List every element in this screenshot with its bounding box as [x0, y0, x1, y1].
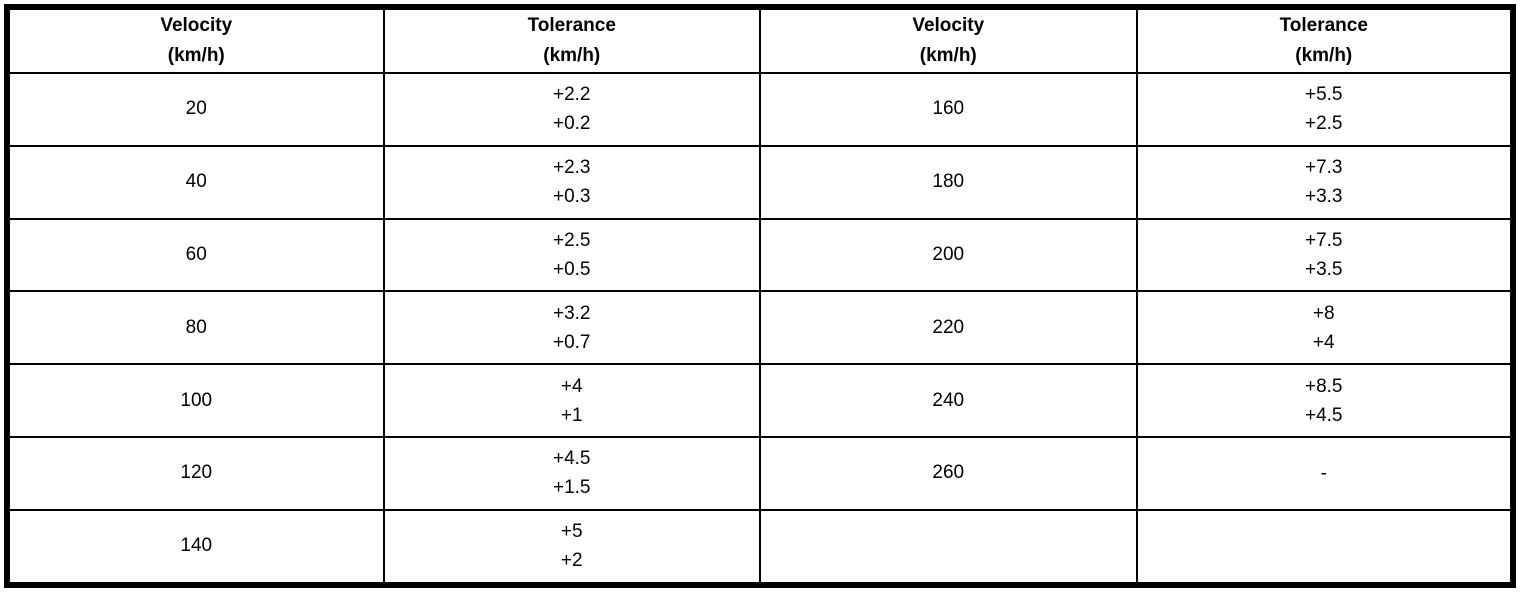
header-title: Velocity: [160, 15, 233, 36]
tolerance-upper: +7.3: [1304, 157, 1343, 179]
header-title: Tolerance: [527, 15, 616, 36]
tolerance-left-cell: +4.5 +1.5: [382, 435, 761, 511]
table-row: 120 +4.5 +1.5 260 -: [6, 435, 1514, 511]
header-cell-velocity-left: Velocity (km/h): [6, 6, 385, 74]
tolerance-left-cell: +2.2 +0.2: [382, 72, 761, 147]
table-row: 60 +2.5 +0.5 200 +7.5 +3.5: [6, 217, 1514, 293]
tolerance-lower: +4: [1312, 331, 1335, 353]
tolerance-left-cell: +2.5 +0.5: [382, 217, 761, 293]
velocity-tolerance-table: Velocity (km/h) Tolerance (km/h) Velocit…: [4, 4, 1516, 588]
tolerance-left-cell: +4 +1: [382, 363, 761, 438]
tolerance-lower: +3.3: [1304, 186, 1343, 208]
tolerance-left-cell: +3.2 +0.7: [382, 290, 761, 366]
tolerance-lower: +0.7: [552, 331, 591, 353]
header-unit: (km/h): [543, 45, 601, 66]
velocity-right-cell: 160: [759, 72, 1138, 147]
tolerance-lower: +2: [560, 550, 583, 572]
tolerance-right-cell: -: [1135, 435, 1514, 511]
tolerance-lower: +0.3: [552, 186, 591, 208]
velocity-left-cell: 20: [6, 72, 385, 147]
header-unit: (km/h): [1295, 45, 1353, 66]
header-title: Tolerance: [1279, 15, 1368, 36]
velocity-left-cell: 60: [6, 217, 385, 293]
tolerance-upper: +4.5: [552, 448, 591, 470]
velocity-left-cell: 100: [6, 363, 385, 438]
tolerance-lower: +2.5: [1304, 113, 1343, 135]
velocity-right-cell: 200: [759, 217, 1138, 293]
header-cell-tolerance-right: Tolerance (km/h): [1135, 6, 1514, 74]
header-unit: (km/h): [167, 45, 225, 66]
table-row: 80 +3.2 +0.7 220 +8 +4: [6, 290, 1514, 366]
tolerance-upper: +4: [560, 375, 583, 397]
table-row: 20 +2.2 +0.2 160 +5.5 +2.5: [6, 72, 1514, 147]
table-row: 140 +5 +2: [6, 508, 1514, 587]
velocity-left-cell: 120: [6, 435, 385, 511]
tolerance-right-cell: [1135, 508, 1514, 587]
tolerance-lower: +1: [560, 404, 583, 426]
tolerance-lower: +4.5: [1304, 404, 1343, 426]
tolerance-upper: +2.3: [552, 157, 591, 179]
tolerance-left-cell: +2.3 +0.3: [382, 144, 761, 220]
tolerance-lower: +1.5: [552, 477, 591, 499]
header-cell-velocity-right: Velocity (km/h): [759, 6, 1138, 74]
tolerance-upper: +5: [560, 521, 583, 543]
tolerance-upper: +8.5: [1304, 375, 1343, 397]
header-title: Velocity: [912, 15, 985, 36]
table-row: 100 +4 +1 240 +8.5 +4.5: [6, 363, 1514, 438]
velocity-left-cell: 40: [6, 144, 385, 220]
header-row: Velocity (km/h) Tolerance (km/h) Velocit…: [6, 6, 1514, 74]
tolerance-upper: +7.5: [1304, 229, 1343, 251]
tolerance-upper: +8: [1312, 302, 1335, 324]
velocity-right-cell: [759, 508, 1138, 587]
tolerance-right-cell: +5.5 +2.5: [1135, 72, 1514, 147]
tolerance-upper: +3.2: [552, 302, 591, 324]
tolerance-right-cell: +7.5 +3.5: [1135, 217, 1514, 293]
velocity-left-cell: 140: [6, 508, 385, 587]
velocity-right-cell: 240: [759, 363, 1138, 438]
tolerance-upper: -: [1320, 462, 1327, 484]
header-unit: (km/h): [919, 45, 977, 66]
velocity-right-cell: 220: [759, 290, 1138, 366]
velocity-right-cell: 180: [759, 144, 1138, 220]
table-row: 40 +2.3 +0.3 180 +7.3 +3.3: [6, 144, 1514, 220]
tolerance-upper: +2.2: [552, 84, 591, 106]
tolerance-right-cell: +8 +4: [1135, 290, 1514, 366]
tolerance-upper: +2.5: [552, 229, 591, 251]
velocity-left-cell: 80: [6, 290, 385, 366]
tolerance-left-cell: +5 +2: [382, 508, 761, 587]
tolerance-lower: +0.2: [552, 113, 591, 135]
tolerance-right-cell: +8.5 +4.5: [1135, 363, 1514, 438]
tolerance-lower: +0.5: [552, 258, 591, 280]
velocity-right-cell: 260: [759, 435, 1138, 511]
tolerance-lower: +3.5: [1304, 258, 1343, 280]
header-cell-tolerance-left: Tolerance (km/h): [382, 6, 761, 74]
tolerance-right-cell: +7.3 +3.3: [1135, 144, 1514, 220]
tolerance-upper: +5.5: [1304, 84, 1343, 106]
